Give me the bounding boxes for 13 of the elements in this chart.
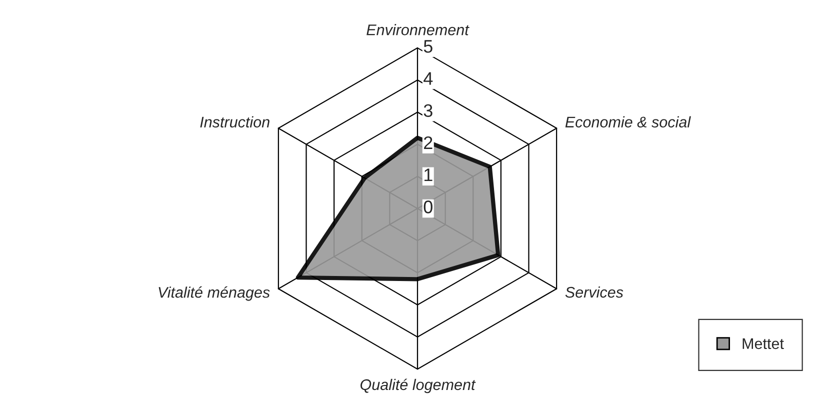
spoke-label: Instruction [200, 116, 270, 128]
spoke-label: Environnement [366, 24, 470, 36]
y-tick-label: 5 [424, 40, 432, 53]
spoke-label: Economie & social [565, 116, 691, 128]
y-tick-label: 2 [424, 136, 432, 149]
y-tick-label: 1 [424, 168, 432, 182]
y-tick-label: 0 [424, 200, 432, 214]
legend-label: Mettet [742, 338, 784, 350]
spoke-label: Qualité logement [360, 378, 476, 394]
y-tick-label: 4 [424, 72, 433, 85]
spoke-label: Services [565, 286, 624, 298]
spoke-label: Vitalité ménages [158, 286, 270, 301]
y-tick-label: 3 [424, 104, 432, 117]
